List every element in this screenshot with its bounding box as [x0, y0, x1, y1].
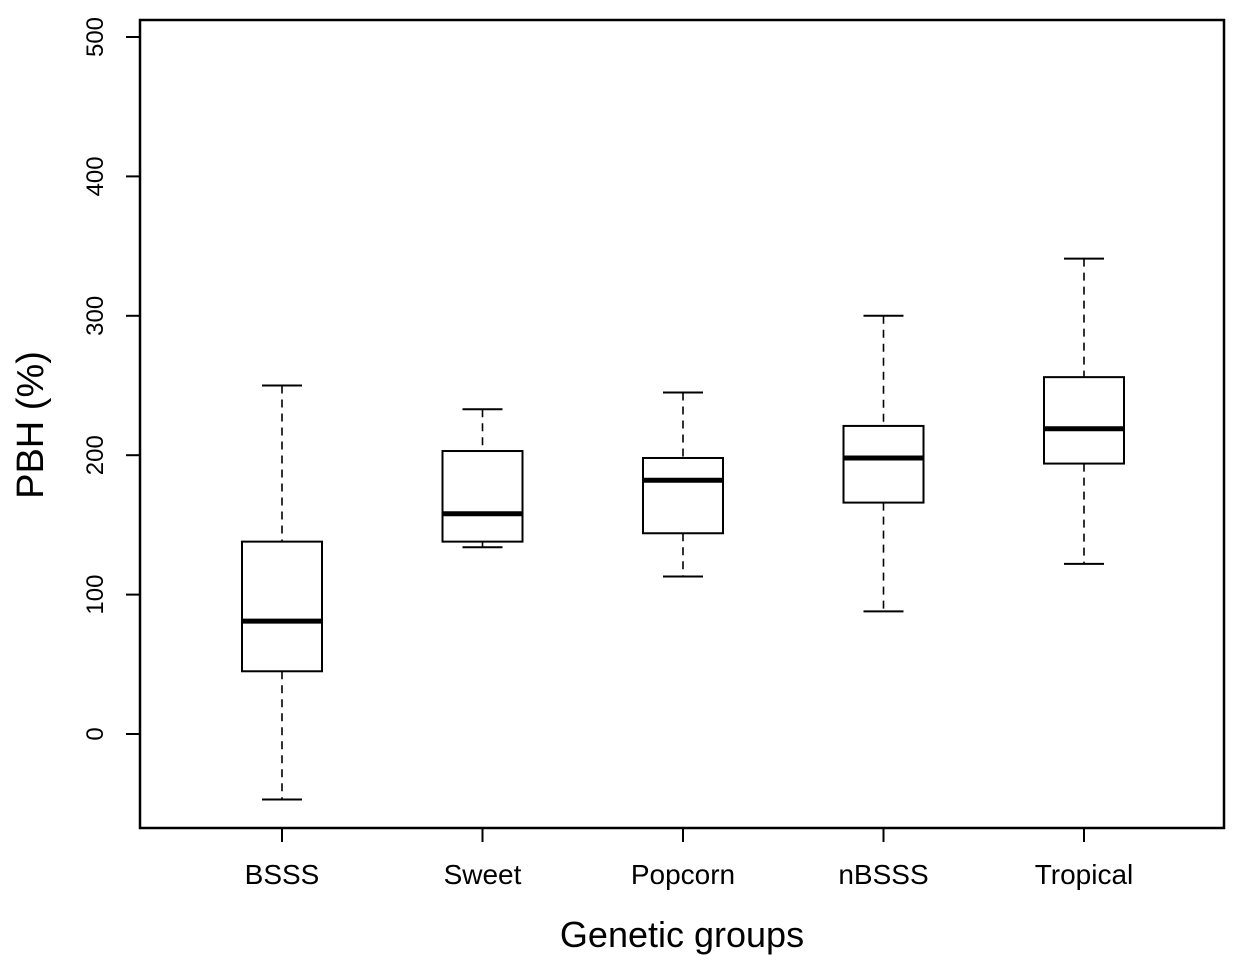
y-axis-label: PBH (%): [10, 351, 52, 499]
iqr-box: [241, 540, 323, 673]
x-axis: BSSS Sweet Popcorn nBSSS Tropical: [245, 828, 1134, 890]
box-bsss: [241, 384, 323, 801]
box-sweet: [441, 408, 524, 549]
x-tick-label: Tropical: [1035, 859, 1134, 890]
y-tick-label: 200: [82, 435, 109, 475]
iqr-box: [842, 424, 925, 504]
x-axis-label: Genetic groups: [560, 914, 804, 955]
y-tick-label: 0: [82, 727, 109, 740]
box-nbsss: [842, 314, 925, 613]
box-tropical: [1043, 257, 1125, 565]
iqr-box: [1043, 376, 1125, 465]
x-tick-label: nBSSS: [838, 859, 928, 890]
y-axis: 0 100 200 300 400 500: [82, 17, 141, 741]
y-tick-label: 300: [82, 296, 109, 336]
y-tick-label: 100: [82, 575, 109, 615]
y-tick-label: 500: [82, 17, 109, 57]
iqr-box: [642, 456, 724, 535]
box-popcorn: [642, 391, 724, 578]
x-tick-label: Popcorn: [631, 859, 735, 890]
x-tick-label: BSSS: [245, 859, 320, 890]
y-tick-label: 400: [82, 156, 109, 196]
x-tick-label: Sweet: [444, 859, 522, 890]
iqr-box: [441, 450, 524, 543]
boxes-group: [241, 257, 1125, 801]
